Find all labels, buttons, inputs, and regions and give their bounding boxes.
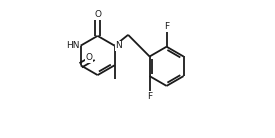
Text: N: N [115,41,122,50]
Text: F: F [147,92,152,101]
Text: O: O [86,53,93,62]
Text: HN: HN [67,41,80,50]
Text: F: F [164,22,169,31]
Text: O: O [94,10,101,19]
